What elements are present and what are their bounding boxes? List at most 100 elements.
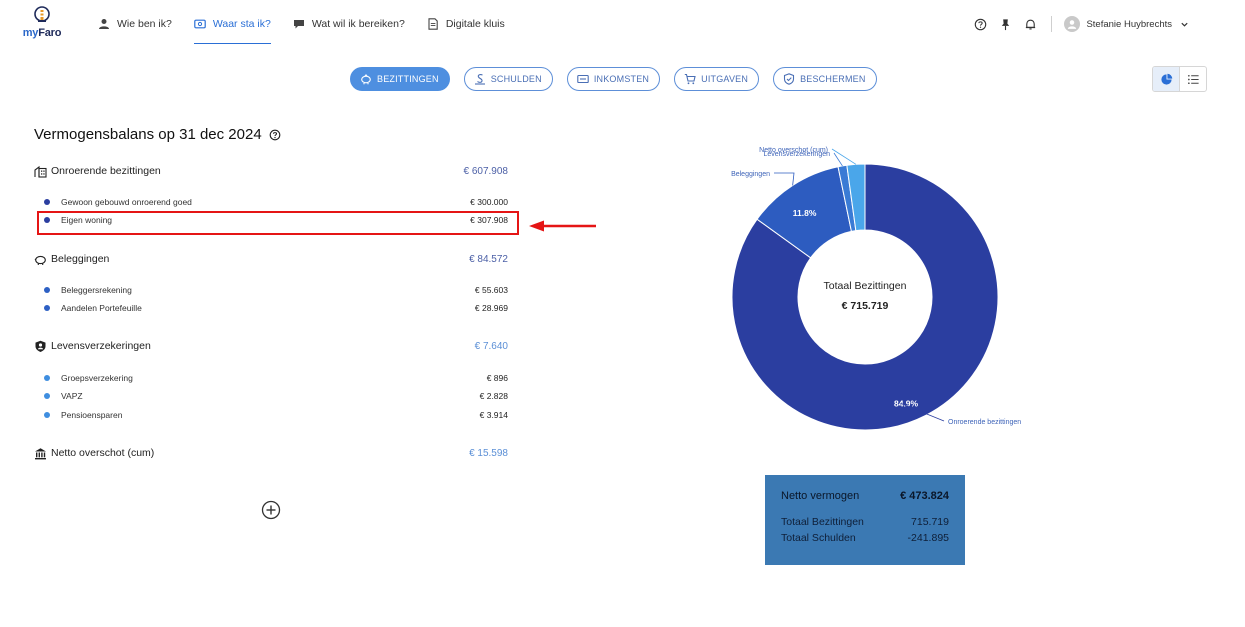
tab-label: INKOMSTEN (593, 74, 650, 84)
donut-percent-label: 11.8% (793, 208, 817, 218)
notifications-button[interactable] (1023, 17, 1037, 31)
donut-percent-label: 84.9% (894, 399, 919, 409)
list-item[interactable]: Eigen woning € 307.908 (44, 213, 508, 227)
color-dot (44, 375, 50, 381)
chat-icon (293, 20, 304, 29)
tab-uitgaven[interactable]: UITGAVEN (674, 67, 760, 91)
user-menu[interactable]: Stefanie Huybrechts (1064, 16, 1189, 32)
item-name: Aandelen Portefeuille (61, 303, 142, 313)
chart-view-button[interactable] (1153, 67, 1180, 91)
pin-button[interactable] (998, 17, 1012, 31)
net-worth-summary: Netto vermogen € 473.824 Totaal Bezittin… (765, 475, 965, 565)
item-amount: € 55.603 (474, 285, 508, 295)
item-name: Beleggersrekening (61, 285, 132, 295)
building-icon (34, 165, 47, 178)
pie-chart-icon (1160, 73, 1172, 85)
list-view-button[interactable] (1180, 67, 1206, 91)
color-dot (44, 287, 50, 293)
list-item[interactable]: Beleggersrekening € 55.603 (44, 283, 508, 297)
top-header: myFaro Wie ben ik? Waar sta ik? Wat wil … (0, 0, 1245, 48)
donut-center-value: € 715.719 (842, 300, 889, 312)
donut-leader-line (831, 148, 857, 165)
help-icon (974, 18, 987, 30)
list-item[interactable]: Pensioensparen € 3.914 (44, 408, 508, 422)
list-item[interactable]: Aandelen Portefeuille € 28.969 (44, 301, 508, 315)
group-netto-overschot[interactable]: Netto overschot (cum) € 15.598 (34, 445, 508, 461)
help-button[interactable] (973, 17, 987, 31)
page-title-text: Vermogensbalans op 31 dec 2024 (34, 126, 262, 143)
user-name: Stefanie Huybrechts (1086, 18, 1172, 30)
nav-label: Wie ben ik? (117, 18, 172, 30)
tab-label: BESCHERMEN (800, 74, 866, 84)
donut-legend-label: Beleggingen (731, 171, 770, 178)
add-button[interactable] (261, 500, 281, 520)
category-tabs: BEZITTINGEN SCHULDEN INKOMSTEN UITGAVEN … (350, 67, 891, 92)
item-amount: € 2.828 (479, 391, 508, 401)
tab-label: UITGAVEN (701, 74, 749, 84)
color-dot (44, 393, 50, 399)
avatar (1064, 16, 1081, 32)
tab-schulden[interactable]: SCHULDEN (463, 67, 553, 91)
donut-leader-line (900, 403, 945, 422)
item-amount: € 28.969 (474, 303, 508, 313)
summary-label: Totaal Schulden (781, 532, 856, 544)
net-worth-label: Netto vermogen (781, 490, 860, 502)
highlight-box (37, 211, 519, 235)
color-dot (44, 199, 50, 205)
list-item[interactable]: VAPZ € 2.828 (44, 389, 508, 403)
group-onroerende-bezittingen[interactable]: Onroerende bezittingen € 607.908 (34, 163, 508, 179)
nav-label: Wat wil ik bereiken? (311, 18, 405, 30)
tab-label: SCHULDEN (490, 74, 542, 84)
donut-legend-label: Levensverzekeringen (763, 151, 830, 158)
group-name: Netto overschot (cum) (51, 447, 155, 459)
nav-wat-wil-ik-bereiken[interactable]: Wat wil ik bereiken? (293, 0, 405, 48)
group-amount: € 15.598 (469, 447, 508, 459)
item-amount: € 300.000 (470, 197, 508, 207)
bank-icon (34, 447, 47, 460)
help-icon[interactable] (269, 129, 281, 141)
nav-waar-sta-ik[interactable]: Waar sta ik? (193, 0, 271, 48)
shield-person-icon (34, 340, 47, 353)
piggy-bank-icon (34, 253, 47, 266)
net-worth-row: Netto vermogen € 473.824 (781, 490, 949, 502)
wallet-icon (194, 19, 206, 29)
donut-leader-line (833, 152, 843, 167)
donut-legend-label: Netto overschot (cum) (759, 147, 828, 154)
group-levensverzekeringen[interactable]: Levensverzekeringen € 7.640 (34, 338, 508, 354)
lighthouse-logo-icon (34, 6, 50, 22)
item-amount: € 3.914 (479, 410, 508, 420)
donut-center-label: Totaal Bezittingen (824, 280, 907, 292)
group-beleggingen[interactable]: Beleggingen € 84.572 (34, 251, 508, 267)
nav-wie-ben-ik[interactable]: Wie ben ik? (98, 0, 172, 48)
tab-inkomsten[interactable]: INKOMSTEN (566, 67, 661, 91)
item-name: Groepsverzekering (61, 373, 133, 383)
cart-icon (684, 73, 696, 85)
nav-digitale-kluis[interactable]: Digitale kluis (427, 0, 505, 48)
list-item[interactable]: Groepsverzekering € 896 (44, 371, 508, 385)
pin-icon (1001, 18, 1010, 30)
page-title: Vermogensbalans op 31 dec 2024 (34, 126, 281, 143)
header-separator (1051, 16, 1053, 32)
myfaro-logo[interactable]: myFaro (20, 6, 64, 42)
donut-slice-netto-overschot[interactable] (846, 163, 866, 232)
list-icon (1187, 74, 1199, 84)
summary-row: Totaal Schulden -241.895 (781, 530, 949, 546)
view-toggle (1152, 66, 1207, 92)
red-arrow-icon (529, 220, 596, 232)
user-avatar-icon (1068, 20, 1077, 29)
donut-legend-label: Onroerende bezittingen (948, 419, 1021, 426)
color-dot (44, 305, 50, 311)
donut-slice-onroerende-bezittingen[interactable] (731, 163, 999, 431)
document-icon (428, 18, 438, 30)
item-name: Pensioensparen (61, 410, 123, 420)
item-amount: € 307.908 (470, 215, 508, 225)
tab-bezittingen[interactable]: BEZITTINGEN (350, 67, 450, 91)
person-icon (99, 19, 109, 29)
shield-icon (784, 73, 795, 85)
tab-beschermen[interactable]: BESCHERMEN (773, 67, 877, 91)
list-item[interactable]: Gewoon gebouwd onroerend goed € 300.000 (44, 195, 508, 209)
color-dot (44, 217, 50, 223)
assets-donut-chart: Totaal Bezittingen € 715.719 84.9% Onroer… (731, 147, 1021, 431)
piggy-bank-icon (361, 73, 371, 85)
net-worth-value: € 473.824 (900, 490, 949, 502)
